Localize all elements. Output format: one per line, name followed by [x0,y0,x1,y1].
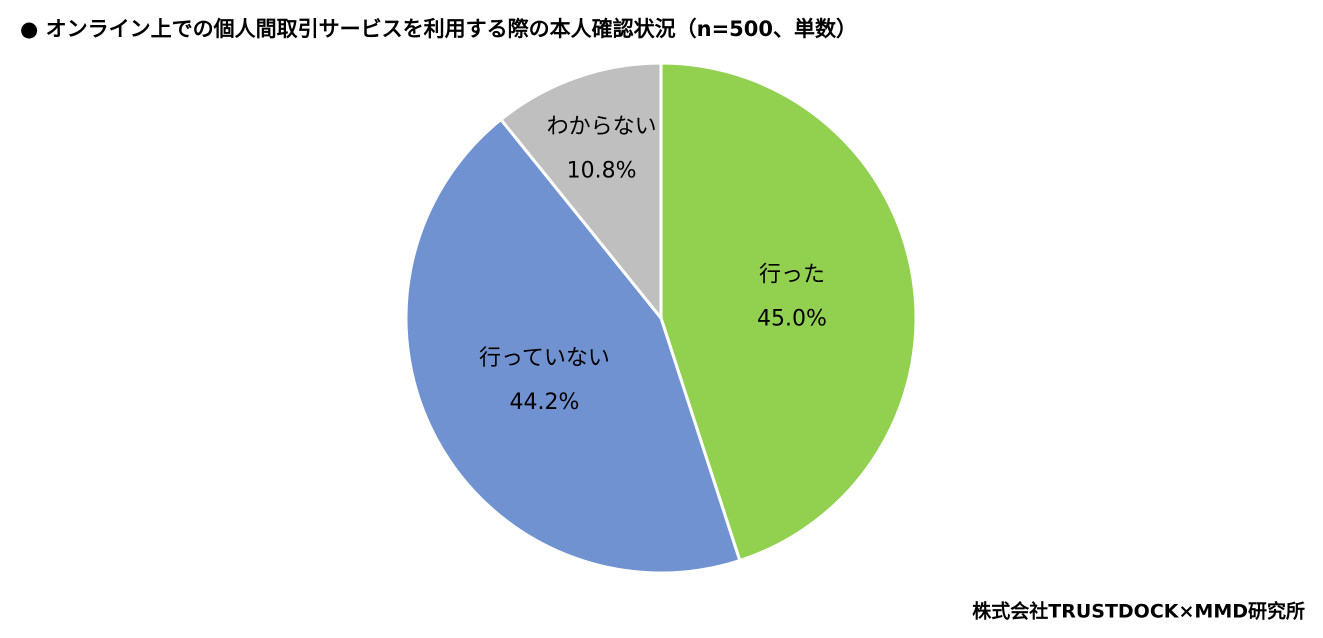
pie-slice [659,61,918,563]
pie-slice [498,61,663,323]
source: 株式会社TRUSTDOCK×MMD研究所 [972,600,1305,623]
slice-label: 行っていない [479,346,610,371]
slice-label: 行った [759,262,825,287]
value-label: 10.8% [567,159,637,184]
chart-title: ● オンライン上での個人間取引サービスを利用する際の本人確認状況（n=500、単… [20,17,857,41]
slice-label: わからない [547,115,657,140]
value-label: 45.0% [757,306,827,331]
pie-slice [404,117,742,575]
value-label: 44.2% [509,390,579,415]
